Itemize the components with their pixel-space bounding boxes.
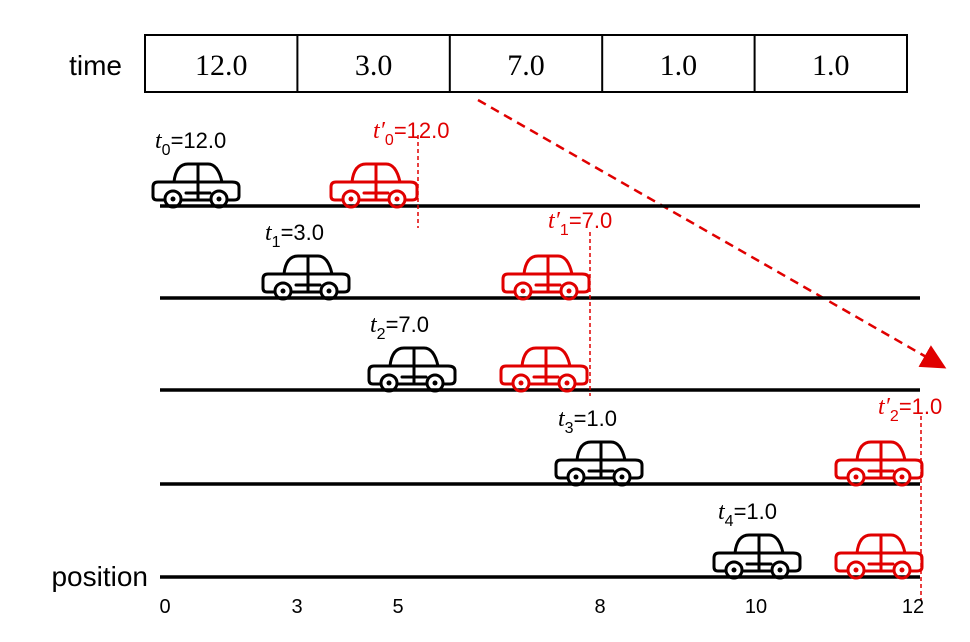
label-rest: =7.0 — [386, 312, 429, 337]
car-label: t4=1.0 — [718, 499, 777, 530]
car-label: t′2=1.0 — [878, 394, 942, 425]
cell-text: 12.0 — [195, 49, 248, 82]
label-var: t — [558, 406, 566, 432]
time-table — [144, 34, 908, 93]
label-sub: 1 — [560, 222, 569, 239]
axis-tick: 3 — [291, 596, 302, 618]
label-var: t′ — [878, 394, 891, 420]
label-rest: =1.0 — [734, 499, 777, 524]
axis-tick: 0 — [159, 596, 170, 618]
label-var: t — [155, 128, 163, 154]
cell-text: 7.0 — [507, 49, 545, 82]
label-sub: 2 — [890, 408, 899, 425]
label-rest: =1.0 — [899, 394, 942, 419]
axis-tick: 10 — [745, 596, 767, 618]
label-sub: 4 — [725, 513, 734, 530]
car-label: t3=1.0 — [558, 406, 617, 437]
car-label: t0=12.0 — [155, 128, 226, 159]
cell-text: 1.0 — [812, 49, 850, 82]
car — [499, 346, 589, 393]
label-var: t′ — [373, 118, 386, 144]
car-label: t′0=12.0 — [373, 118, 450, 149]
cell-text: 3.0 — [355, 49, 393, 82]
car — [834, 440, 924, 487]
label-var: t — [718, 499, 726, 525]
car — [151, 162, 241, 209]
axis-tick: 5 — [392, 596, 403, 618]
label-rest: =3.0 — [281, 220, 324, 245]
car — [554, 440, 644, 487]
car — [712, 533, 802, 580]
car — [329, 162, 419, 209]
car-label: t1=3.0 — [265, 220, 324, 251]
label-sub: 3 — [565, 420, 574, 437]
car — [501, 254, 591, 301]
car-label: t′1=7.0 — [548, 208, 612, 239]
label-rest: =1.0 — [574, 406, 617, 431]
label-sub: 0 — [385, 132, 394, 149]
label-var: t — [265, 220, 273, 246]
axis-tick: 8 — [594, 596, 605, 618]
position-label: position — [51, 561, 148, 592]
car — [261, 254, 351, 301]
label-rest: =12.0 — [394, 118, 450, 143]
time-label: time — [69, 50, 122, 81]
axis-tick: 12 — [902, 596, 924, 618]
label-var: t — [370, 312, 378, 338]
label-rest: =12.0 — [171, 128, 227, 153]
label-sub: 2 — [377, 326, 386, 343]
label-sub: 0 — [162, 142, 171, 159]
label-sub: 1 — [272, 234, 281, 251]
car — [834, 533, 924, 580]
label-rest: =7.0 — [569, 208, 612, 233]
label-var: t′ — [548, 208, 561, 234]
cell-text: 1.0 — [660, 49, 698, 82]
car-label: t2=7.0 — [370, 312, 429, 343]
car — [367, 346, 457, 393]
